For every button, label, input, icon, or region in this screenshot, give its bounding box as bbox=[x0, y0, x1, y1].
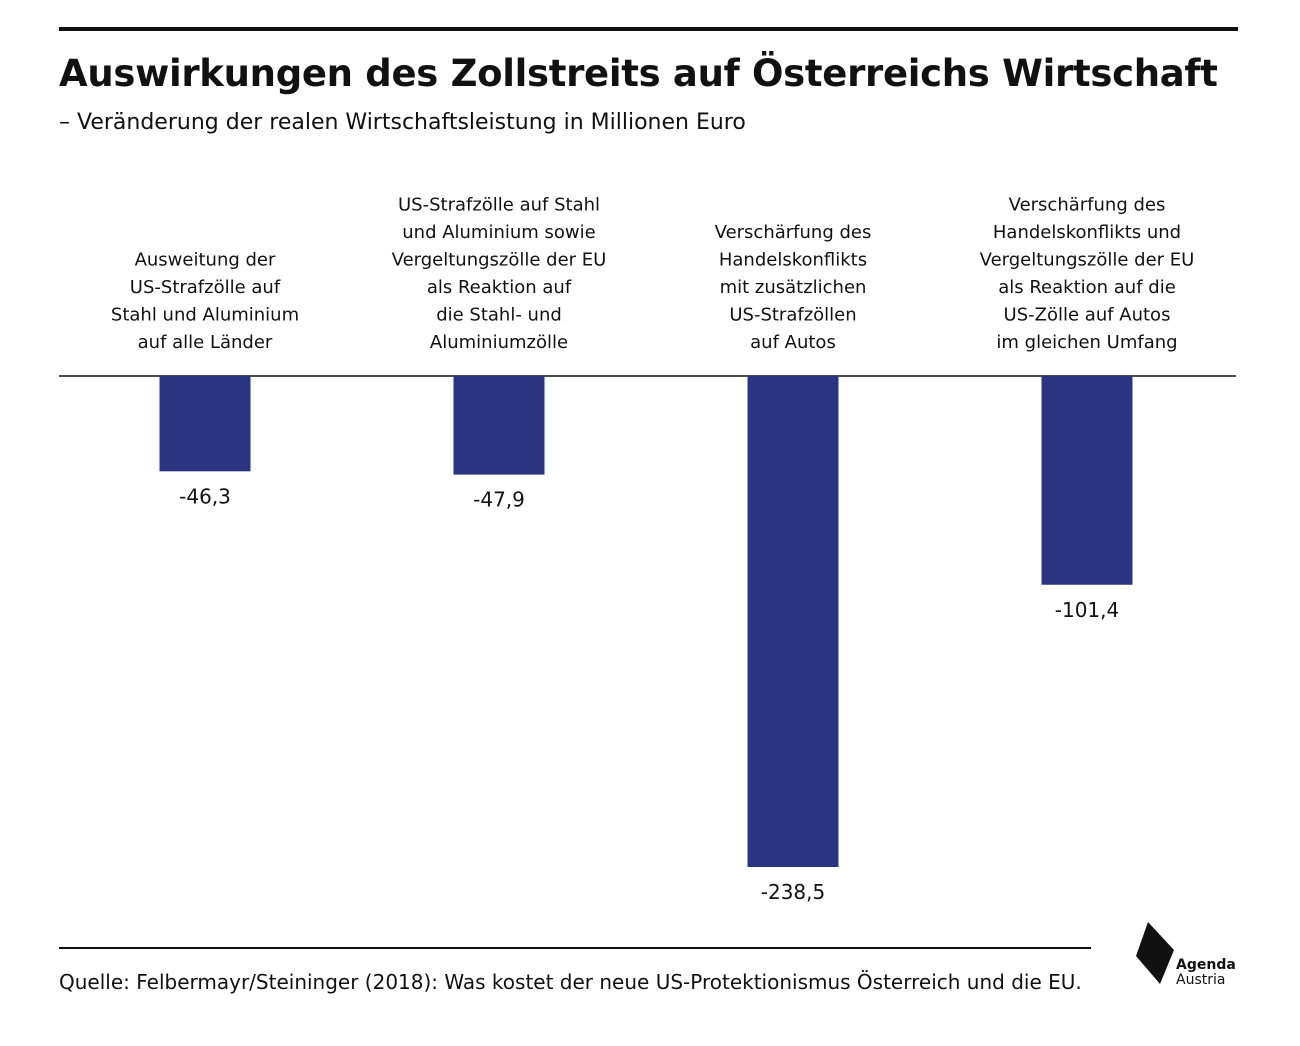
value-label-1: -46,3 bbox=[179, 484, 231, 508]
top-rule bbox=[59, 27, 1238, 31]
value-label-2: -47,9 bbox=[473, 488, 525, 512]
category-label-3-line-4: US-Strafzöllen bbox=[729, 305, 856, 326]
category-label-4-line-2: Handelskonflikts und bbox=[993, 222, 1181, 243]
category-label-1-line-3: Stahl und Aluminium bbox=[111, 305, 299, 326]
bar-chart: Ausweitung der US-Strafzölle auf Stahl und… bbox=[59, 195, 1236, 904]
category-label-4-line-4: als Reaktion auf die bbox=[998, 277, 1176, 298]
category-label-4-line-3: Vergeltungszölle der EU bbox=[980, 250, 1195, 271]
agenda-austria-logo-icon bbox=[1136, 922, 1174, 984]
category-label-3-line-2: Handelskonflikts bbox=[719, 250, 867, 271]
chart-subtitle: – Veränderung der realen Wirtschaftsleis… bbox=[59, 110, 746, 135]
category-label-3-line-1: Verschärfung des bbox=[715, 222, 872, 243]
source-note: Quelle: Felbermayr/Steininger (2018): Wa… bbox=[59, 970, 1082, 994]
category-labels: Ausweitung der US-Strafzölle auf Stahl und… bbox=[111, 195, 1194, 354]
footer-rule bbox=[59, 947, 1091, 949]
category-label-2-line-4: als Reaktion auf bbox=[427, 277, 572, 298]
logo-label-line2: Austria bbox=[1176, 972, 1226, 988]
category-label-1-line-1: Ausweitung der bbox=[135, 250, 276, 271]
bars bbox=[159, 376, 1133, 867]
category-label-1-line-2: US-Strafzölle auf bbox=[130, 277, 281, 298]
category-label-3-line-3: mit zusätzlichen bbox=[720, 277, 867, 298]
category-label-2-line-3: Vergeltungszölle der EU bbox=[392, 250, 607, 271]
bar-4 bbox=[1041, 376, 1133, 585]
category-label-2-line-2: und Aluminium sowie bbox=[402, 222, 595, 243]
bar-1 bbox=[159, 376, 251, 472]
value-label-4: -101,4 bbox=[1055, 598, 1119, 622]
category-label-4-line-1: Verschärfung des bbox=[1009, 195, 1166, 216]
logo-label-line1: Agenda bbox=[1176, 957, 1236, 973]
category-label-2-line-1: US-Strafzölle auf Stahl bbox=[398, 195, 600, 216]
category-label-4-line-5: US-Zölle auf Autos bbox=[1004, 305, 1171, 326]
category-label-2-line-5: die Stahl- und bbox=[436, 305, 562, 326]
bar-3 bbox=[747, 376, 839, 867]
category-label-2-line-6: Aluminiumzölle bbox=[430, 332, 568, 353]
value-labels: -46,3 -47,9 -238,5 -101,4 bbox=[179, 484, 1119, 904]
category-label-3-line-5: auf Autos bbox=[750, 332, 836, 353]
chart-title: Auswirkungen des Zollstreits auf Österre… bbox=[59, 52, 1218, 95]
bar-2 bbox=[453, 376, 545, 475]
category-label-1-line-4: auf alle Länder bbox=[138, 332, 273, 353]
category-label-4-line-6: im gleichen Umfang bbox=[996, 332, 1177, 353]
value-label-3: -238,5 bbox=[761, 880, 825, 904]
